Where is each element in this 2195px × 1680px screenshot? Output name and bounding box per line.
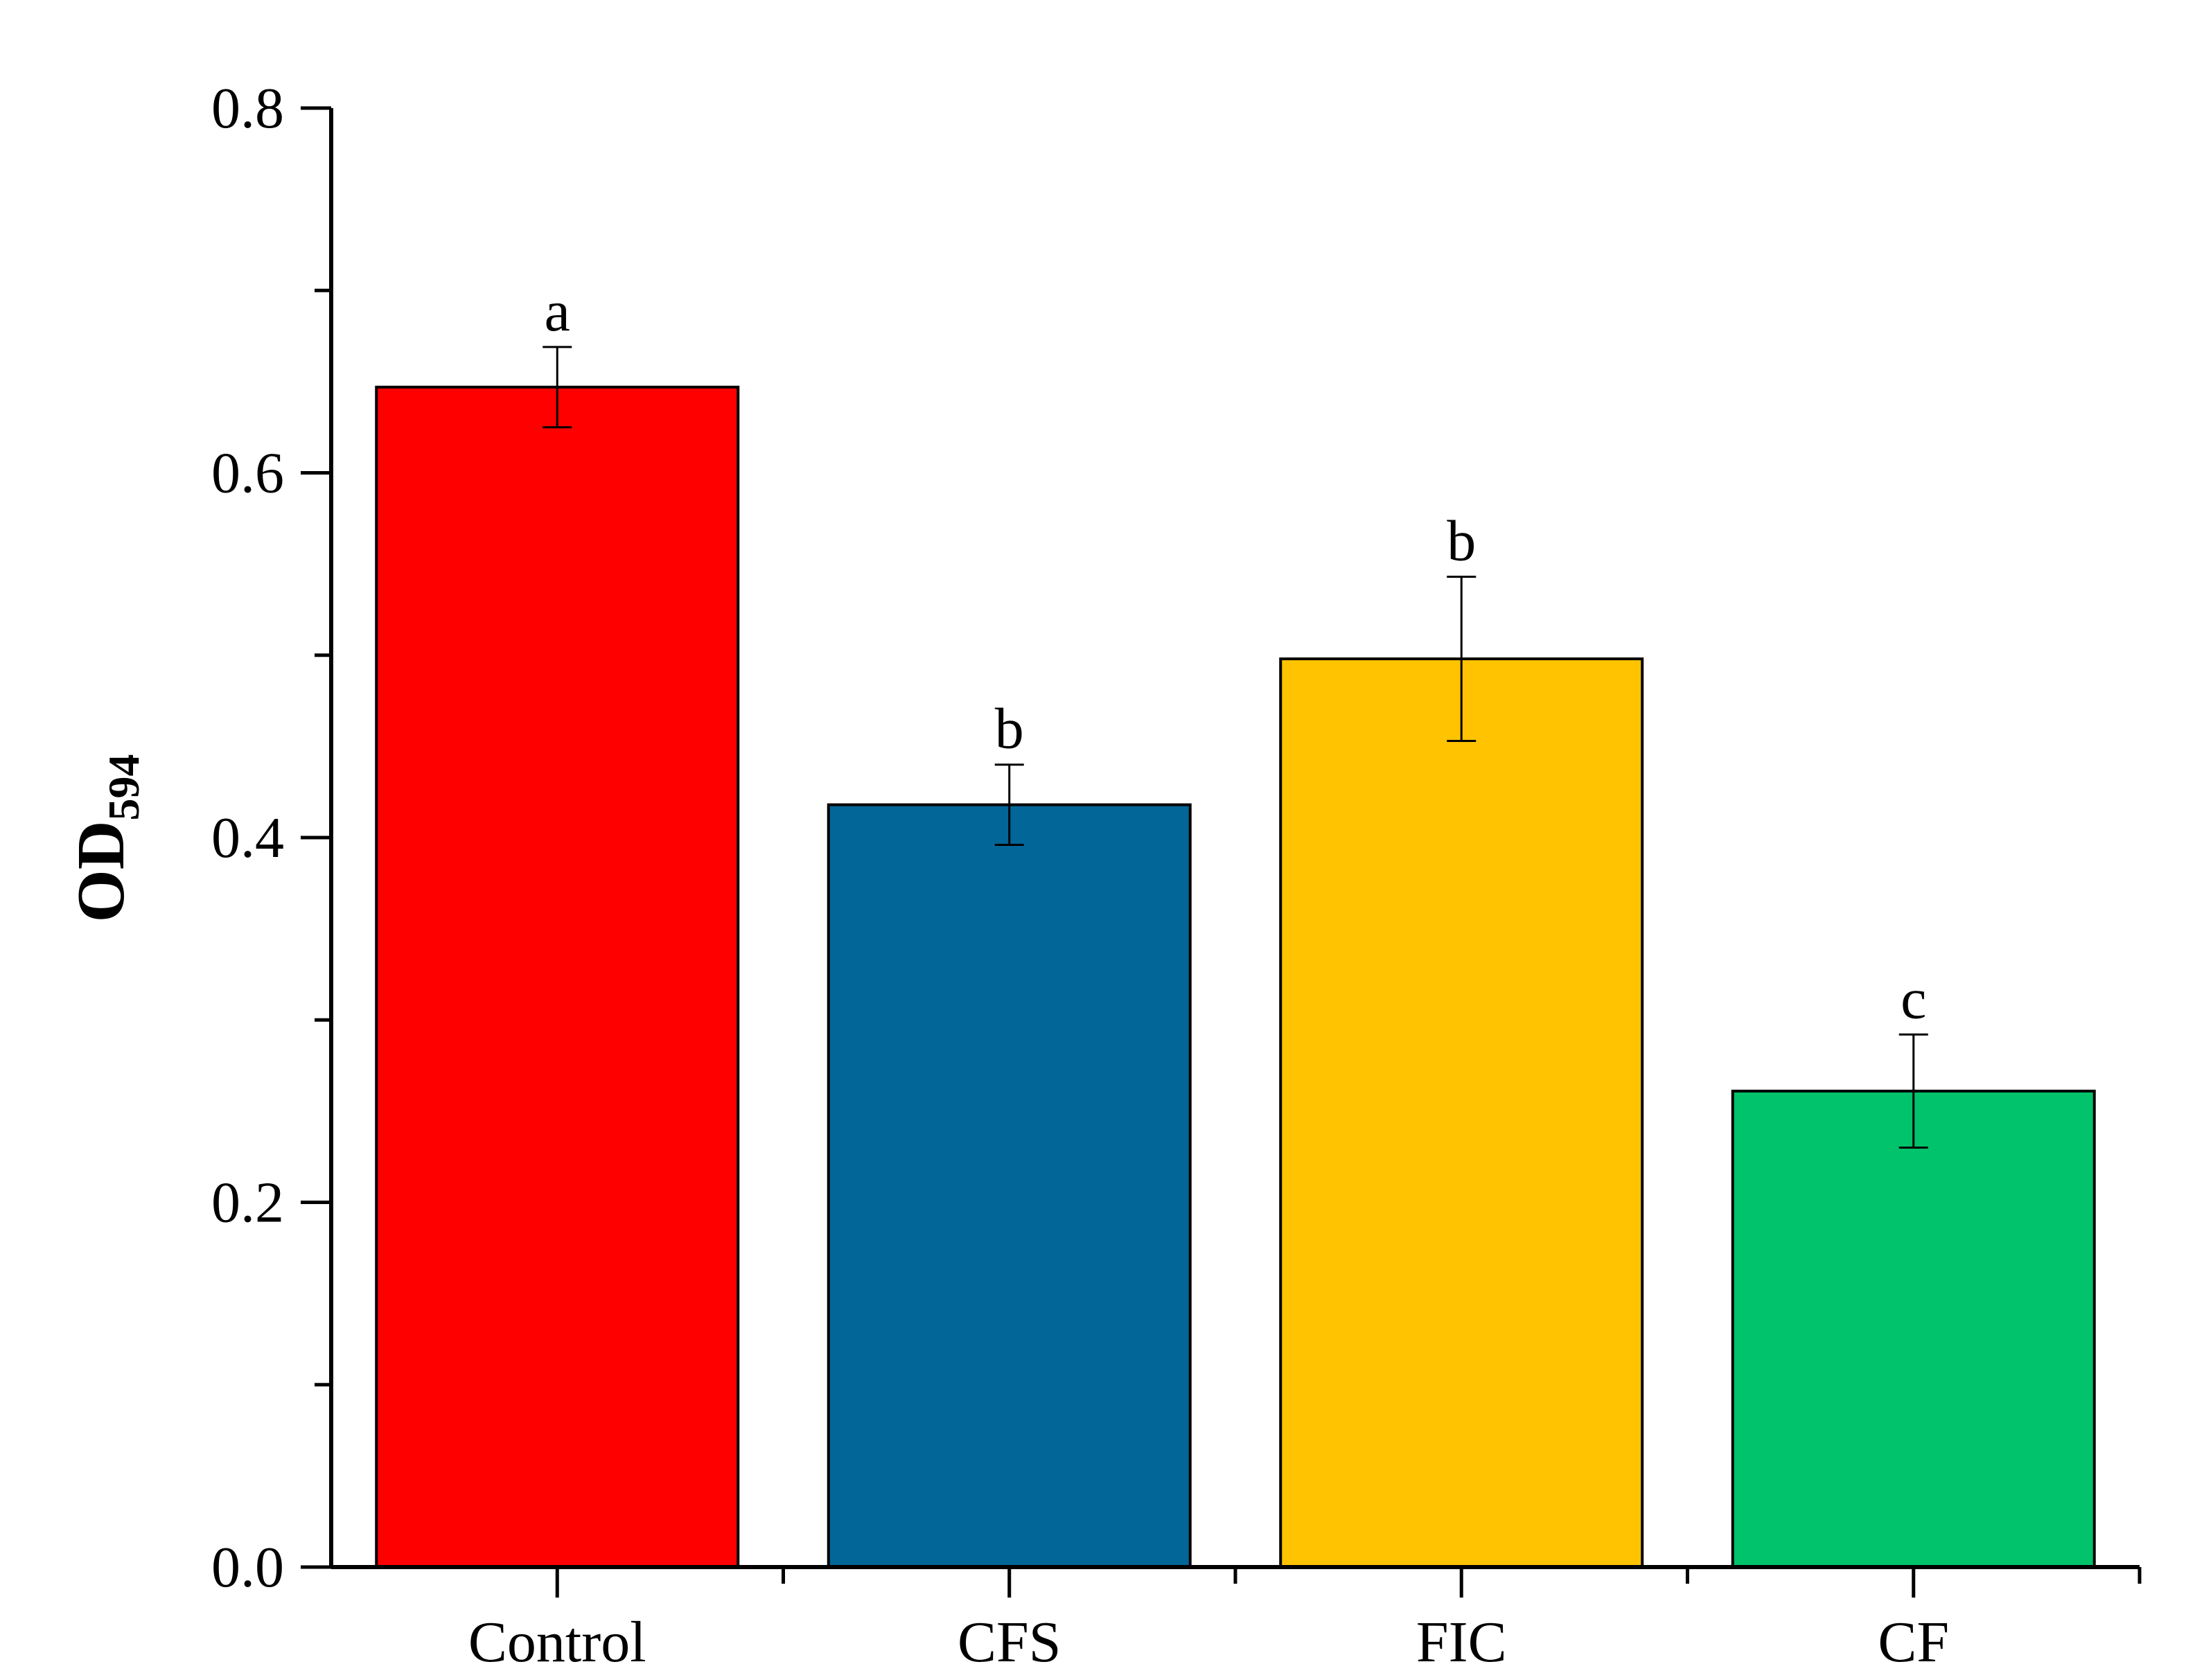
- y-tick-label: 0.0: [211, 1535, 284, 1600]
- bars-layer: [375, 385, 2096, 1569]
- significance-label-cfs: b: [995, 697, 1024, 761]
- y-ticks-layer: 0.0 0.2 0.4 0.6 0.8: [211, 76, 331, 1600]
- y-axis-title-subscript: 594: [99, 754, 148, 821]
- y-tick-label: 0.4: [211, 806, 284, 870]
- x-ticks-layer: Control CFS FIC CF: [468, 1567, 2142, 1674]
- bar-cf: [1731, 1089, 2096, 1568]
- significance-label-control: a: [545, 279, 570, 344]
- x-tick-label-cf: CF: [1878, 1610, 1949, 1674]
- significance-label-fic: b: [1447, 509, 1476, 574]
- x-tick-label-control: Control: [468, 1610, 646, 1674]
- y-tick-label: 0.6: [211, 441, 284, 506]
- error-bars-layer: [543, 346, 1928, 1149]
- y-axis-title-main: OD: [64, 821, 139, 923]
- y-axis-title: OD594: [64, 754, 148, 923]
- x-tick-label-cfs: CFS: [958, 1610, 1061, 1674]
- x-tick-label-fic: FIC: [1416, 1610, 1507, 1674]
- significance-labels-layer: a b b c: [545, 279, 1927, 1031]
- bar-fic: [1279, 657, 1644, 1568]
- y-tick-label: 0.2: [211, 1171, 284, 1235]
- bar-cfs: [827, 803, 1192, 1568]
- bar-control: [375, 385, 740, 1569]
- significance-label-cf: c: [1901, 966, 1926, 1031]
- y-tick-label: 0.8: [211, 76, 284, 141]
